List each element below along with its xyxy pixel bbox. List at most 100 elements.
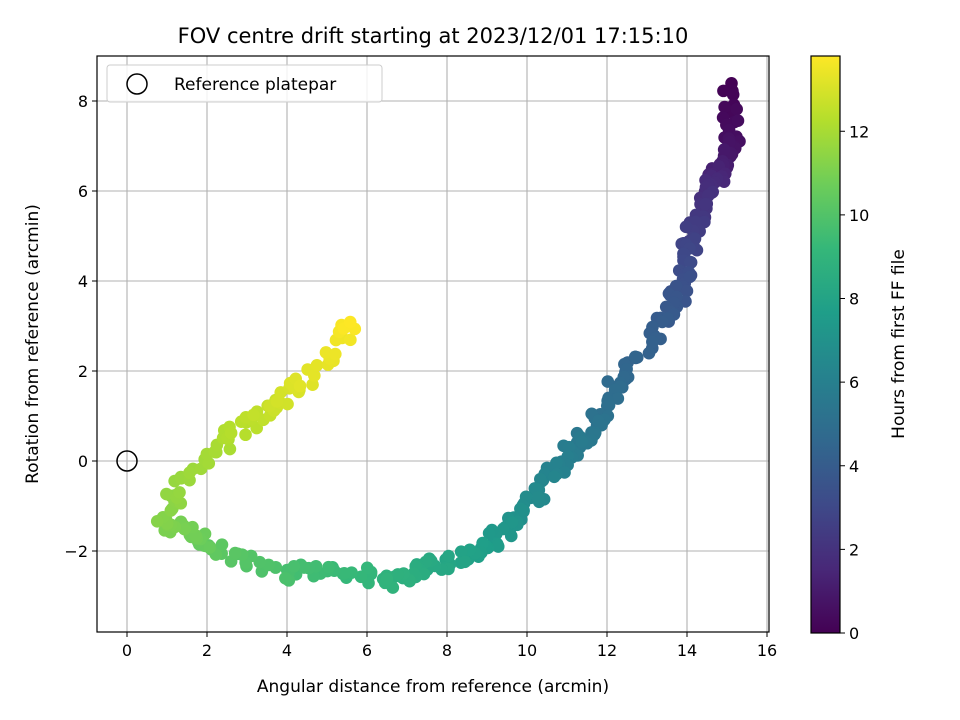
legend-box [106, 64, 383, 103]
colorbar [810, 55, 841, 634]
x-tick-label: 14 [677, 641, 697, 660]
data-point [228, 546, 242, 560]
x-tick-label: 2 [202, 641, 212, 660]
data-point [319, 346, 333, 359]
data-point [602, 399, 616, 412]
x-tick-label: 6 [362, 641, 372, 660]
legend-entry-reference-platepar: Reference platepar [174, 75, 336, 95]
legend: Reference platepar [106, 64, 383, 103]
data-point [730, 102, 743, 116]
data-point [458, 555, 472, 569]
chart-title: FOV centre drift starting at 2023/12/01 … [178, 24, 689, 48]
y-tick-label: 6 [78, 182, 88, 201]
y-tick-label: 4 [78, 272, 88, 291]
legend-marker-icon [126, 73, 148, 95]
data-point [308, 369, 321, 382]
data-point [531, 491, 545, 504]
data-point [360, 561, 374, 575]
data-point [183, 466, 196, 479]
data-point [215, 538, 229, 551]
data-point [718, 100, 731, 114]
x-axis-label: Angular distance from reference (arcmin) [257, 677, 609, 697]
data-point [680, 284, 694, 298]
data-point [224, 426, 238, 440]
x-tick-label: 0 [122, 641, 132, 660]
data-point [247, 408, 260, 422]
data-point [239, 428, 252, 442]
data-point [629, 350, 642, 364]
data-point [203, 541, 216, 554]
y-tick-label: −2 [64, 542, 88, 561]
data-point [482, 526, 496, 540]
data-point [329, 347, 342, 361]
data-point [293, 379, 307, 393]
colorbar-tick-label: 0 [849, 624, 859, 643]
y-tick-label: 0 [78, 452, 88, 471]
data-point [534, 472, 547, 486]
scatter-series [150, 77, 746, 594]
colorbar-tick-label: 6 [849, 373, 859, 392]
data-point [655, 315, 669, 329]
data-point [642, 346, 656, 360]
data-point [160, 487, 173, 501]
data-point [391, 568, 405, 581]
data-point [287, 560, 301, 573]
data-point [731, 114, 745, 127]
data-point [505, 516, 519, 529]
data-point [279, 571, 292, 585]
data-point [442, 549, 455, 563]
data-point [223, 442, 237, 456]
x-tick-label: 8 [442, 641, 452, 660]
data-point [683, 255, 697, 269]
data-point [717, 143, 731, 156]
reference-platepar-marker [116, 450, 138, 472]
data-point [476, 536, 489, 550]
colorbar-ticks: 0 2 4 6 8 10 12 [840, 122, 869, 643]
colorbar-tick-label: 4 [849, 457, 859, 476]
data-point [343, 315, 357, 329]
data-point [322, 560, 335, 574]
data-point [310, 358, 324, 372]
data-point [281, 397, 294, 411]
x-tick-label: 12 [597, 641, 617, 660]
data-point [297, 561, 311, 574]
data-point [601, 375, 615, 388]
data-point [646, 335, 659, 349]
colorbar-label: Hours from first FF file [889, 249, 909, 439]
x-tick-label: 4 [282, 641, 292, 660]
data-point [150, 514, 164, 528]
data-point [679, 220, 693, 234]
y-tick-label: 2 [78, 362, 88, 381]
data-point [337, 567, 351, 580]
data-point [178, 522, 191, 536]
colorbar-tick-label: 10 [849, 206, 869, 225]
data-point [547, 470, 561, 484]
x-axis-ticks: 0 2 4 6 8 10 12 14 16 [122, 632, 777, 660]
data-point [550, 456, 563, 470]
data-point [717, 84, 730, 98]
data-point [575, 435, 589, 449]
data-point [698, 197, 712, 211]
y-axis-ticks: −2 0 2 4 6 8 [64, 92, 97, 561]
data-point [380, 572, 394, 586]
data-point [491, 539, 505, 552]
colorbar-tick-label: 8 [849, 290, 859, 309]
data-point [173, 486, 186, 499]
y-axis-label: Rotation from reference (arcmin) [23, 204, 43, 484]
data-point [454, 545, 468, 559]
data-point [562, 440, 576, 454]
y-tick-label: 8 [78, 92, 88, 111]
data-point [611, 392, 625, 405]
data-point [344, 333, 357, 347]
data-point [516, 504, 529, 517]
colorbar-tick-label: 2 [849, 540, 859, 559]
x-tick-label: 10 [517, 641, 537, 660]
plot-frame [96, 55, 770, 633]
data-point [726, 88, 740, 101]
data-point [683, 270, 697, 284]
data-point [354, 570, 368, 584]
grid-lines [97, 56, 769, 632]
colorbar-tick-label: 12 [849, 122, 869, 141]
